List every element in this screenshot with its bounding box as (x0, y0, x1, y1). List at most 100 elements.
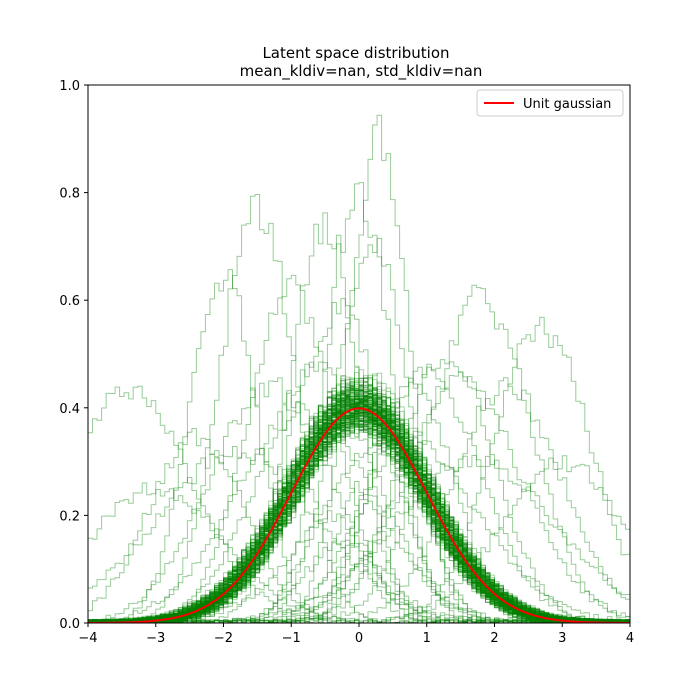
x-tick-label: 3 (558, 631, 566, 646)
latent-histogram (88, 411, 630, 623)
latent-histogram (88, 394, 630, 623)
x-tick-label: −4 (78, 631, 97, 646)
latent-histogram (88, 539, 630, 623)
latent-histogram (88, 395, 630, 623)
latent-histogram (88, 467, 630, 623)
plot-area (88, 85, 630, 623)
latent-histogram (88, 388, 630, 623)
latent-histogram (88, 399, 630, 623)
x-tick-label: −3 (146, 631, 165, 646)
latent-histogram (88, 389, 630, 623)
latent-histogram (88, 390, 630, 623)
latent-histogram (88, 399, 630, 623)
latent-histogram (88, 394, 630, 623)
latent-histogram (88, 412, 630, 623)
latent-histogram (88, 417, 630, 623)
latent-histogram (88, 398, 630, 623)
latent-histogram (88, 407, 630, 623)
latent-histogram (88, 401, 630, 623)
latent-histogram (88, 361, 630, 623)
latent-histogram (88, 397, 630, 623)
latent-histogram (88, 380, 630, 623)
latent-histogram (88, 359, 630, 623)
y-tick-label: 0.6 (59, 294, 80, 309)
latent-histogram (88, 387, 630, 623)
latent-histogram (88, 384, 630, 623)
latent-histogram (88, 393, 630, 623)
latent-histogram (88, 417, 630, 623)
latent-histogram (88, 455, 630, 623)
latent-histogram (88, 114, 630, 623)
unit-gaussian-curve (88, 407, 630, 623)
y-tick-label: 1.0 (59, 79, 80, 94)
latent-histogram (88, 389, 630, 623)
latent-histogram (88, 390, 630, 623)
x-tick-label: 1 (423, 631, 431, 646)
latent-histogram (88, 391, 630, 623)
reference-layer (88, 407, 630, 623)
latent-histogram (88, 411, 630, 623)
latent-histogram (88, 387, 630, 623)
latent-histogram (88, 405, 630, 623)
latent-histogram (88, 385, 630, 623)
latent-histogram (88, 377, 630, 623)
latent-histogram (88, 414, 630, 623)
latent-histogram (88, 390, 630, 623)
latent-histogram (88, 455, 630, 623)
latent-histogram (88, 392, 630, 623)
latent-histogram (88, 556, 630, 623)
latent-histogram (88, 394, 630, 623)
latent-histogram (88, 402, 630, 623)
latent-histogram (88, 194, 630, 623)
latent-histogram (88, 386, 630, 623)
legend: Unit gaussian (476, 89, 624, 117)
latent-histogram (88, 413, 630, 623)
latent-histogram (88, 386, 630, 623)
latent-histogram (88, 401, 630, 623)
latent-histogram (88, 399, 630, 623)
latent-histogram (88, 377, 630, 623)
x-tick-label: −1 (282, 631, 301, 646)
latent-histogram (88, 384, 630, 623)
latent-histogram (88, 392, 630, 623)
latent-histogram (88, 406, 630, 623)
y-tick-label: 0.0 (59, 617, 80, 632)
latent-histogram (88, 408, 630, 623)
latent-histogram (88, 393, 630, 623)
legend-box (476, 89, 624, 117)
latent-histogram (88, 399, 630, 623)
latent-histogram (88, 391, 630, 623)
latent-histogram (88, 403, 630, 623)
latent-histogram (88, 402, 630, 623)
latent-histogram (88, 274, 630, 623)
latent-histogram (88, 415, 630, 623)
x-axis: −4 −3 −2 −1 0 1 2 3 4 (78, 623, 634, 646)
latent-histogram (88, 386, 630, 623)
latent-histogram (88, 373, 630, 623)
latent-histogram (88, 371, 630, 623)
latent-histogram (88, 377, 630, 623)
latent-histogram (88, 212, 630, 623)
latent-histogram (88, 396, 630, 623)
chart-subtitle: mean_kldiv=nan, std_kldiv=nan (240, 62, 483, 81)
x-tick-label: 4 (626, 631, 634, 646)
latent-histogram (88, 375, 630, 623)
latent-histogram (88, 392, 630, 623)
latent-histogram (88, 418, 630, 623)
latent-histogram (88, 400, 630, 623)
latent-histogram (88, 372, 630, 623)
latent-histogram (88, 399, 630, 623)
latent-histogram (88, 482, 630, 623)
latent-histogram (88, 387, 630, 623)
latent-histogram (88, 408, 630, 623)
x-tick-label: −2 (214, 631, 233, 646)
latent-histogram (88, 386, 630, 623)
latent-histogram (88, 397, 630, 623)
latent-histogram (88, 406, 630, 623)
latent-histogram (88, 411, 630, 623)
latent-histogram (88, 391, 630, 623)
latent-histogram (88, 383, 630, 623)
latent-histogram (88, 396, 630, 623)
latent-histogram (88, 398, 630, 623)
